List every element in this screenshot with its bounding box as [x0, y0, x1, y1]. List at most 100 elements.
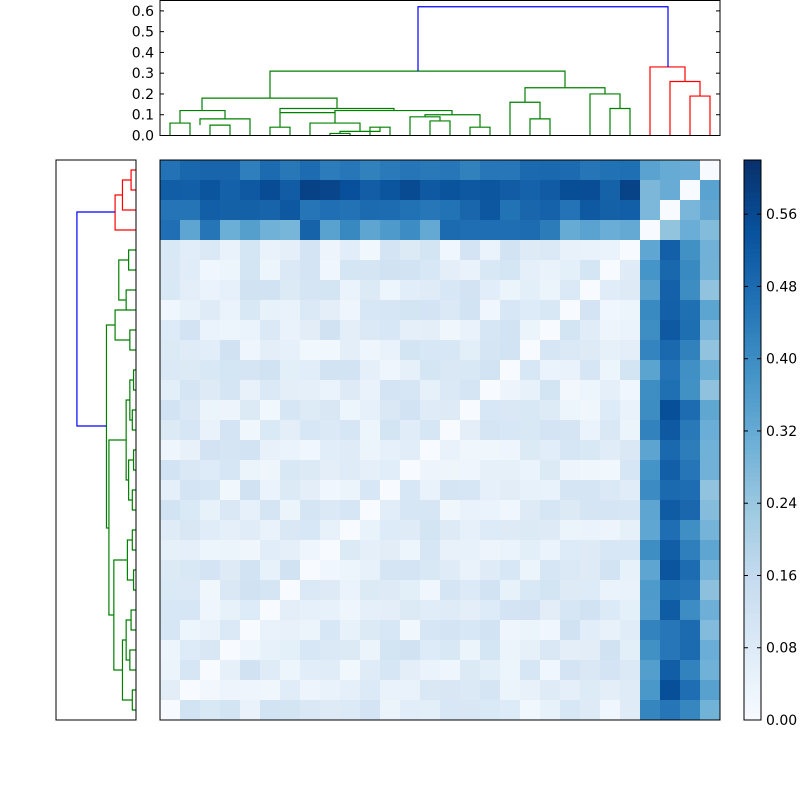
heatmap-cell: [200, 240, 221, 261]
heatmap-cell: [560, 260, 581, 281]
heatmap-cell: [640, 200, 661, 221]
heatmap-cell: [660, 400, 681, 421]
heatmap-cell: [400, 560, 421, 581]
heatmap-cell: [500, 660, 521, 681]
heatmap-cell: [180, 620, 201, 641]
heatmap-cell: [660, 460, 681, 481]
heatmap-cell: [300, 240, 321, 261]
heatmap-cell: [540, 400, 561, 421]
dendrogram-link: [529, 118, 551, 136]
colorbar-segment: [744, 454, 761, 460]
heatmap-cell: [480, 400, 501, 421]
heatmap-cell: [220, 600, 241, 621]
colorbar-segment: [744, 421, 761, 427]
heatmap-cell: [380, 320, 401, 341]
heatmap-cell: [300, 660, 321, 681]
dendrogram-link: [125, 289, 136, 311]
heatmap-cell: [500, 640, 521, 661]
heatmap-cell: [600, 700, 621, 721]
heatmap-cell: [320, 180, 341, 201]
heatmap-cell: [280, 480, 301, 501]
heatmap-cell: [680, 340, 701, 361]
heatmap-cell: [560, 480, 581, 501]
heatmap-cell: [260, 340, 281, 361]
colorbar-segment: [744, 430, 761, 436]
heatmap-cell: [580, 420, 601, 441]
heatmap-cell: [700, 500, 721, 521]
heatmap-cell: [560, 320, 581, 341]
dendrogram-link: [199, 118, 251, 136]
heatmap-cell: [400, 600, 421, 621]
heatmap-cell: [360, 340, 381, 361]
colorbar-segment: [744, 160, 761, 166]
heatmap-cell: [600, 300, 621, 321]
heatmap-cell: [180, 440, 201, 461]
heatmap-cell: [220, 420, 241, 441]
colorbar-segment: [744, 458, 761, 464]
heatmap-cell: [400, 360, 421, 381]
heatmap-cell: [380, 440, 401, 461]
heatmap-cell: [460, 400, 481, 421]
heatmap-cell: [380, 240, 401, 261]
heatmap-cell: [540, 460, 561, 481]
heatmap-cell: [700, 700, 721, 721]
left-dendrogram-frame: [55, 159, 137, 721]
heatmap-cell: [500, 600, 521, 621]
heatmap-cell: [460, 220, 481, 241]
heatmap-cell: [620, 220, 641, 241]
colorbar-segment: [744, 295, 761, 301]
heatmap-cell: [380, 380, 401, 401]
heatmap-cell: [440, 500, 461, 521]
heatmap-cell: [540, 560, 561, 581]
heatmap-cell: [520, 380, 541, 401]
heatmap-cell: [520, 660, 541, 681]
heatmap-cell: [400, 400, 421, 421]
heatmap-cell: [420, 220, 441, 241]
heatmap-cell: [520, 200, 541, 221]
heatmap-cell: [600, 600, 621, 621]
colorbar-segment: [744, 342, 761, 348]
heatmap-cell: [420, 660, 441, 681]
heatmap-cell: [420, 540, 441, 561]
heatmap-cell: [260, 600, 281, 621]
heatmap-cell: [300, 480, 321, 501]
heatmap-cell: [200, 600, 221, 621]
heatmap-cell: [540, 420, 561, 441]
heatmap-cell: [560, 680, 581, 701]
heatmap-cell: [300, 160, 321, 181]
heatmap-cell: [180, 540, 201, 561]
top-dendrogram: [169, 6, 711, 136]
heatmap-cell: [600, 260, 621, 281]
dendrogram-link: [121, 179, 136, 211]
heatmap-cell: [420, 520, 441, 541]
heatmap-cell: [560, 360, 581, 381]
heatmap-cell: [460, 360, 481, 381]
dendrogram-link: [121, 639, 133, 701]
heatmap-cell: [280, 620, 301, 641]
heatmap-cell: [200, 280, 221, 301]
heatmap-cell: [520, 640, 541, 661]
top-dendrogram-tick-label: 0.2: [132, 87, 154, 103]
colorbar-tick-label: 0.40: [766, 352, 797, 368]
heatmap-cell: [400, 620, 421, 641]
heatmap-cell: [160, 680, 181, 701]
heatmap-cell: [180, 220, 201, 241]
heatmap-cell: [220, 280, 241, 301]
colorbar-segment: [744, 416, 761, 422]
colorbar-segment: [744, 547, 761, 553]
colorbar-segment: [744, 440, 761, 446]
heatmap-cell: [420, 500, 441, 521]
heatmap-cell: [200, 380, 221, 401]
dendrogram-link: [689, 95, 711, 136]
heatmap-cell: [660, 600, 681, 621]
heatmap-cell: [560, 160, 581, 181]
heatmap-cell: [460, 440, 481, 461]
heatmap-cell: [680, 360, 701, 381]
heatmap-cell: [260, 580, 281, 601]
heatmap-cell: [540, 520, 561, 541]
heatmap-cell: [660, 560, 681, 581]
dendrogram-link: [131, 689, 136, 711]
heatmap-cell: [360, 560, 381, 581]
heatmap-cell: [180, 600, 201, 621]
heatmap-cell: [540, 340, 561, 361]
